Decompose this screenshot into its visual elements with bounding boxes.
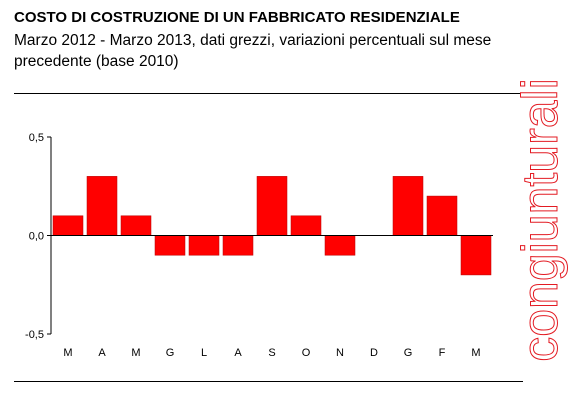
y-tick-label-0: 0,5 <box>29 132 44 144</box>
axes-group <box>47 136 493 335</box>
bar-3 <box>154 235 186 256</box>
bar-10 <box>392 176 424 236</box>
x-tick-label-3: G <box>166 347 175 359</box>
x-tick-label-9: D <box>370 347 378 359</box>
x-tick-label-0: M <box>63 347 72 359</box>
chart-title: COSTO DI COSTRUZIONE DI UN FABBRICATO RE… <box>14 9 460 26</box>
bar-6 <box>256 176 288 236</box>
x-tick-label-2: M <box>131 347 140 359</box>
x-tick-label-11: F <box>439 347 446 359</box>
chart-subtitle: Marzo 2012 - Marzo 2013, dati grezzi, va… <box>14 32 492 70</box>
bar-2 <box>120 215 152 236</box>
x-tick-label-1: A <box>98 347 106 359</box>
x-tick-label-6: S <box>268 347 275 359</box>
bar-5 <box>222 235 254 256</box>
top-divider <box>14 93 523 94</box>
bar-4 <box>188 235 220 256</box>
bar-11 <box>426 195 458 236</box>
bar-7 <box>290 215 322 236</box>
bottom-divider <box>14 381 523 382</box>
labels-group: M A M G L A S O N D G F M 0,5 0,0 -0,5 <box>25 132 481 359</box>
y-tick-label-1: 0,0 <box>29 231 44 243</box>
side-label-congiunturali: congiunturali <box>512 78 569 363</box>
x-tick-label-4: L <box>201 347 207 359</box>
bar-8 <box>324 235 356 256</box>
bar-1 <box>86 176 118 236</box>
bar-0 <box>52 215 84 236</box>
y-tick-label-2: -0,5 <box>25 329 44 341</box>
x-tick-label-12: M <box>471 347 480 359</box>
x-tick-label-5: A <box>234 347 242 359</box>
x-tick-label-7: O <box>302 347 311 359</box>
bars-group <box>52 176 492 276</box>
x-tick-label-10: G <box>404 347 413 359</box>
bar-12 <box>460 235 492 276</box>
x-tick-label-8: N <box>336 347 344 359</box>
